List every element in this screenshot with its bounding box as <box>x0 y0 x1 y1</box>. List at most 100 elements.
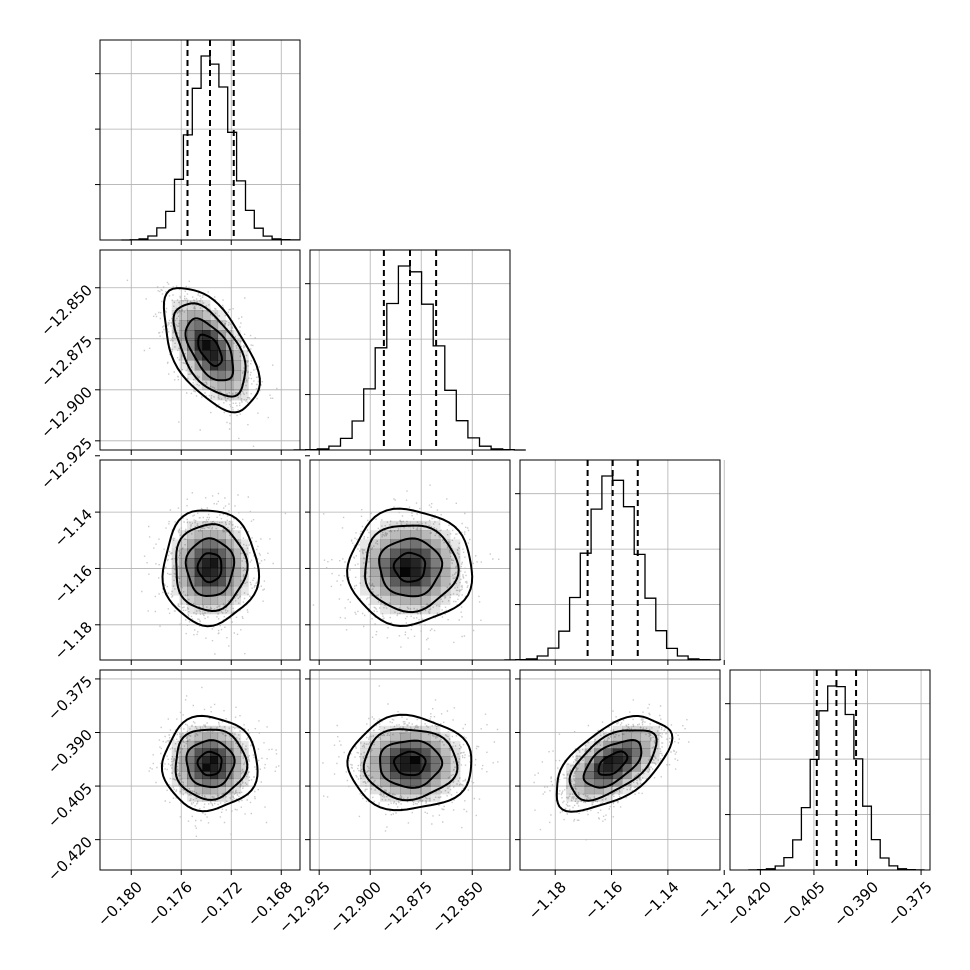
density-cell <box>217 595 226 605</box>
contour-line-1 <box>378 537 444 598</box>
density-cell <box>631 733 641 742</box>
density-cell <box>225 778 234 787</box>
x-tick-label: −0.405 <box>777 878 829 930</box>
density-cell <box>594 733 604 742</box>
density-cell <box>420 585 431 596</box>
density-cell <box>233 786 242 795</box>
axes-frame <box>519 669 721 871</box>
density-cell <box>217 380 226 391</box>
density-cell <box>390 786 401 795</box>
density-cell <box>380 786 391 795</box>
density-cell <box>202 778 211 787</box>
density-cell <box>430 539 441 550</box>
density-cell <box>631 763 641 772</box>
density-cell <box>240 778 249 787</box>
density-cell <box>584 786 595 795</box>
density-cell <box>430 756 441 764</box>
density-cell <box>450 558 461 568</box>
density-cell <box>179 320 188 331</box>
density-cell <box>450 778 461 787</box>
density-cell <box>410 604 421 615</box>
density-cell <box>631 778 641 787</box>
density-cell <box>217 786 226 795</box>
density-cell <box>420 725 431 734</box>
density-cell <box>194 771 203 780</box>
density-cell <box>217 748 226 757</box>
density-cell <box>360 558 371 568</box>
density-cell <box>233 370 242 381</box>
density-cell <box>575 748 586 757</box>
density-cell <box>410 733 421 742</box>
density-cell <box>400 756 411 764</box>
density-cell <box>390 604 401 615</box>
density-cell <box>390 539 401 550</box>
density-cell <box>400 567 411 577</box>
axes-frame <box>99 39 301 241</box>
density-cell <box>187 585 196 596</box>
density-cell <box>400 585 411 596</box>
contour-line-2 <box>172 302 247 398</box>
density-cell <box>225 725 234 734</box>
density-cell <box>360 740 371 749</box>
hist-panel-1 <box>293 249 526 455</box>
density-cell <box>171 300 180 311</box>
y-tick-label: −1.14 <box>51 505 96 550</box>
density-cell <box>612 740 623 749</box>
density-cell <box>187 740 196 749</box>
density-cell <box>400 604 411 615</box>
density-cell <box>584 756 595 764</box>
density-cell <box>202 530 211 540</box>
density-cell <box>225 548 234 559</box>
density-cell <box>622 778 632 787</box>
density-cell <box>420 793 431 802</box>
density-cell <box>225 558 234 568</box>
contour-line-3 <box>346 507 474 628</box>
density-cell <box>430 778 441 787</box>
contour-line-0 <box>196 750 223 777</box>
density-cell <box>217 576 226 587</box>
density-cell <box>210 567 219 577</box>
density-cell <box>420 548 431 559</box>
density-cell <box>640 748 651 757</box>
density-cell <box>440 733 451 742</box>
density-cell <box>584 740 595 749</box>
histogram-2 <box>504 475 722 661</box>
y-tick-label: −0.420 <box>44 833 96 885</box>
density-cell <box>440 756 451 764</box>
density-cell <box>202 585 211 596</box>
density-cell <box>179 330 188 341</box>
contour-line-2 <box>362 728 459 802</box>
density-cell <box>420 748 431 757</box>
hist-panel-2 <box>504 459 725 665</box>
scatter-panel-3-2 <box>515 669 725 875</box>
y-tick-label: −12.850 <box>37 281 96 340</box>
density-cell <box>400 786 411 795</box>
y-tick-label: −0.405 <box>44 779 96 831</box>
panel-content <box>520 670 720 870</box>
density-cell <box>179 778 188 787</box>
density-cell <box>450 539 461 550</box>
panel-content <box>310 670 510 870</box>
density-cell <box>410 763 421 772</box>
density-cell <box>225 370 234 381</box>
density-cell <box>202 310 211 321</box>
density-cell <box>171 740 180 749</box>
density-cell <box>631 740 641 749</box>
axes-frame <box>99 459 301 661</box>
density-cell <box>194 576 203 587</box>
density-cell <box>622 763 632 772</box>
density-cell <box>649 740 660 749</box>
panel-content <box>100 250 300 450</box>
density-cell <box>217 360 226 371</box>
density-cell <box>390 595 401 605</box>
contour-line-2 <box>175 523 249 613</box>
density-cell <box>360 548 371 559</box>
y-tick-label: −12.925 <box>37 434 96 493</box>
density-cell <box>202 539 211 550</box>
x-tick-label: −12.900 <box>326 878 385 937</box>
density-cell <box>584 793 595 802</box>
density-cell <box>622 748 632 757</box>
density-cell <box>240 558 249 568</box>
density-cell <box>210 370 219 381</box>
